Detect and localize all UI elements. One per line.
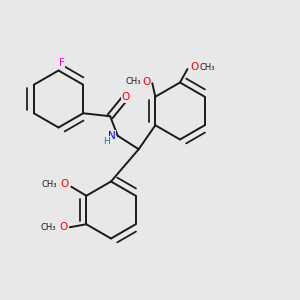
Text: CH₃: CH₃ [40, 223, 56, 232]
Text: O: O [61, 179, 69, 189]
Text: O: O [190, 62, 198, 73]
Text: N: N [108, 131, 116, 141]
Text: O: O [121, 92, 129, 102]
Text: H: H [103, 136, 110, 146]
Text: O: O [143, 77, 151, 87]
Text: CH₃: CH₃ [199, 63, 215, 72]
Text: O: O [59, 222, 67, 232]
Text: CH₃: CH₃ [42, 180, 58, 189]
Text: F: F [59, 58, 65, 68]
Text: CH₃: CH₃ [126, 77, 142, 86]
